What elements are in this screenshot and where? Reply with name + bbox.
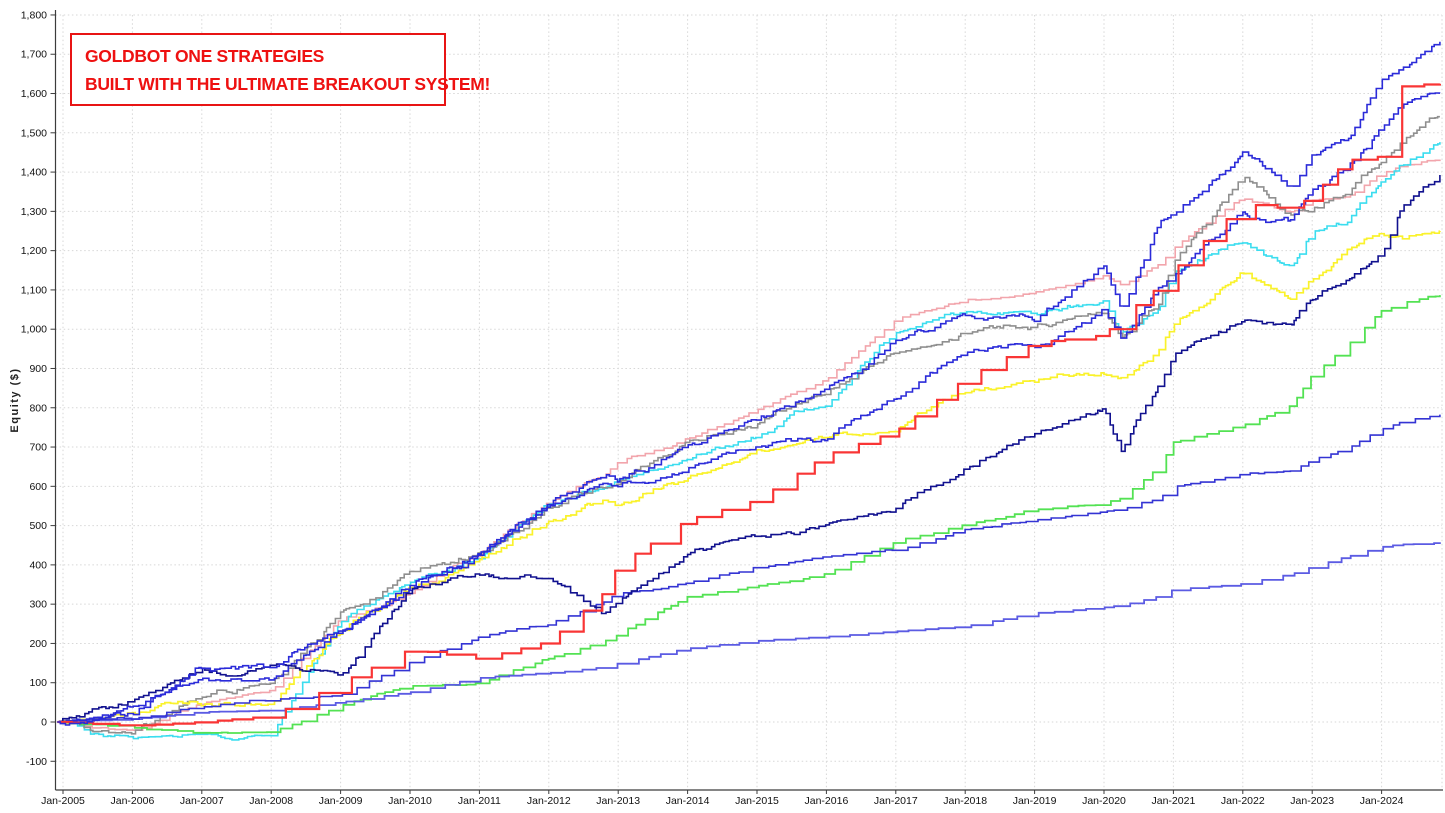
y-axis-tick-label: 1,300	[21, 206, 47, 218]
series-royal-blue-line-a	[57, 41, 1441, 726]
y-axis-tick-label: 300	[29, 599, 47, 611]
x-axis-tick-label: Jan-2012	[527, 795, 571, 807]
y-axis-tick-label: 1,100	[21, 284, 47, 296]
y-axis-tick-label: 1,800	[21, 9, 47, 21]
x-axis-tick-label: Jan-2011	[458, 795, 501, 807]
x-axis-tick-label: Jan-2022	[1221, 795, 1265, 807]
series-pink-line	[57, 159, 1441, 731]
x-axis-tick-label: Jan-2014	[666, 795, 710, 807]
x-axis-tick-label: Jan-2007	[180, 795, 224, 807]
y-axis-tick-label: 100	[29, 677, 47, 689]
series-red-line	[57, 83, 1441, 727]
y-axis-tick-label: 900	[29, 363, 47, 375]
annotation-box: GOLDBOT ONE STRATEGIES BUILT WITH THE UL…	[70, 33, 491, 106]
y-axis-tick-label: 1,200	[21, 245, 47, 257]
y-axis-tick-label: 500	[29, 520, 47, 532]
x-axis-tick-label: Jan-2024	[1360, 795, 1404, 807]
y-axis-tick-label: 1,000	[21, 324, 47, 336]
x-axis-tick-label: Jan-2020	[1082, 795, 1126, 807]
x-axis-tick-label: Jan-2013	[596, 795, 640, 807]
y-axis-tick-label: 600	[29, 481, 47, 493]
y-axis-title: Equity ($)	[9, 367, 21, 433]
series-navy-line	[57, 175, 1441, 723]
series-gray-line	[57, 115, 1440, 735]
x-axis-tick-label: Jan-2005	[41, 795, 85, 807]
x-axis-tick-label: Jan-2018	[943, 795, 987, 807]
x-axis-tick-label: Jan-2021	[1152, 795, 1196, 807]
x-axis-tick-label: Jan-2017	[874, 795, 918, 807]
y-axis-tick-label: 0	[41, 717, 47, 729]
x-axis-tick-label: Jan-2019	[1013, 795, 1057, 807]
series-cyan-line	[57, 142, 1441, 741]
x-axis-tick-label: Jan-2016	[805, 795, 849, 807]
series-royal-blue-line-c	[57, 414, 1441, 723]
series-royal-blue-line-b	[57, 92, 1441, 723]
annotation-line-2: BUILT WITH THE ULTIMATE BREAKOUT SYSTEM!	[85, 74, 491, 94]
y-axis-tick-label: 1,700	[21, 49, 47, 61]
y-axis-tick-label: -100	[26, 756, 47, 768]
x-axis-tick-label: Jan-2006	[111, 795, 155, 807]
x-axis-tick-label: Jan-2015	[735, 795, 779, 807]
x-axis-tick-label: Jan-2023	[1290, 795, 1334, 807]
y-axis-tick-label: 700	[29, 442, 47, 454]
x-axis-tick-label: Jan-2008	[249, 795, 293, 807]
y-axis-tick-label: 200	[29, 638, 47, 650]
x-axis-tick-label: Jan-2010	[388, 795, 432, 807]
y-axis-tick-label: 1,400	[21, 167, 47, 179]
y-axis-tick-label: 800	[29, 402, 47, 414]
x-axis-tick-label: Jan-2009	[319, 795, 363, 807]
series-green-line	[57, 295, 1441, 734]
annotation-line-1: GOLDBOT ONE STRATEGIES	[85, 46, 325, 66]
y-axis-tick-label: 1,500	[21, 127, 47, 139]
y-axis-tick-label: 1,600	[21, 88, 47, 100]
series-periwinkle-line	[57, 542, 1441, 723]
y-axis-tick-label: 400	[29, 559, 47, 571]
